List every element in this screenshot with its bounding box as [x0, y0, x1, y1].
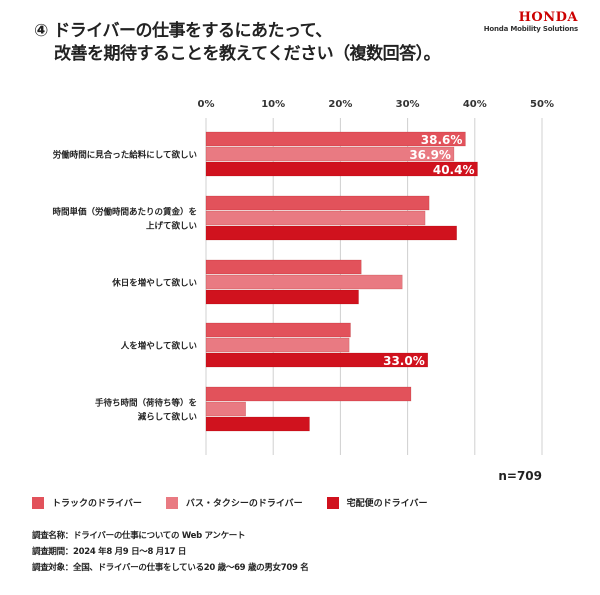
legend-label: トラックのドライバー: [52, 499, 142, 509]
bar: [205, 161, 478, 177]
legend-item-delivery: 宅配便のドライバー: [326, 496, 428, 509]
category-label: 人を増やして欲しい: [121, 341, 197, 352]
bar: [205, 146, 455, 162]
data-label: 36.9%: [409, 148, 451, 162]
bar: [205, 322, 351, 338]
legend-swatch-truck: [32, 496, 44, 509]
legend-swatch-bus: [165, 496, 178, 509]
x-tick-label: 40%: [463, 99, 487, 110]
logo-sub: Honda Mobility Solutions: [483, 25, 578, 33]
category-label: 休日を増やして欲しい: [111, 278, 197, 289]
x-tick-label: 0%: [198, 99, 215, 110]
category-label: 上げて欲しい: [146, 221, 197, 232]
survey-period: 調査期間：2024 年8 月9 日〜8 月17 日: [32, 547, 187, 557]
bar: [205, 386, 412, 402]
title-line-1: ④ ドライバーの仕事をするにあたって、: [34, 21, 332, 41]
bar: [205, 274, 403, 290]
bar: [205, 401, 246, 417]
bar: [205, 352, 429, 368]
bar: [205, 225, 457, 241]
x-tick-label: 10%: [261, 99, 285, 110]
legend-item-truck: トラックのドライバー: [32, 496, 142, 509]
sample-size: n=709: [498, 469, 542, 483]
category-label: 手待ち時間（荷待ち等）を: [95, 398, 197, 409]
logo-brand: HONDA: [518, 10, 578, 25]
chart-title: ④ ドライバーの仕事をするにあたって、 改善を期待することを教えてください（複数…: [34, 20, 441, 66]
bar: [205, 337, 350, 353]
survey-target: 調査対象：全国、ドライバーの仕事をしている20 歳〜69 歳の男女709 名: [32, 563, 309, 573]
survey-name: 調査名称：ドライバーの仕事についての Web アンケート: [32, 531, 246, 541]
category-label: 時間単価（労働時間あたりの賃金）を: [52, 207, 197, 218]
bar: [205, 416, 310, 432]
category-label: 減らして欲しい: [138, 412, 197, 423]
bar: [205, 131, 466, 147]
legend-item-bus: バス・タクシーのドライバー: [165, 496, 303, 509]
x-tick-label: 50%: [530, 99, 554, 110]
data-label: 33.0%: [383, 354, 425, 368]
x-tick-label: 30%: [396, 99, 420, 110]
survey-info: 調査名称：ドライバーの仕事についての Web アンケート 調査期間：2024 年…: [32, 528, 309, 576]
legend-label: 宅配便のドライバー: [346, 499, 428, 509]
category-label: 労働時間に見合った給料にして欲しい: [53, 150, 197, 161]
bar: [205, 289, 359, 305]
x-tick-label: 20%: [328, 99, 352, 110]
bar: [205, 210, 426, 226]
bar: [205, 195, 430, 211]
data-label: 38.6%: [421, 133, 463, 147]
title-line-2: 改善を期待することを教えてください（複数回答）。: [54, 44, 441, 64]
honda-logo: HONDA Honda Mobility Solutions: [484, 10, 578, 33]
legend: トラックのドライバー バス・タクシーのドライバー 宅配便のドライバー: [32, 496, 427, 509]
data-label: 40.4%: [433, 163, 475, 177]
legend-label: バス・タクシーのドライバー: [185, 499, 303, 509]
bar: [205, 259, 362, 275]
legend-swatch-delivery: [326, 496, 339, 509]
